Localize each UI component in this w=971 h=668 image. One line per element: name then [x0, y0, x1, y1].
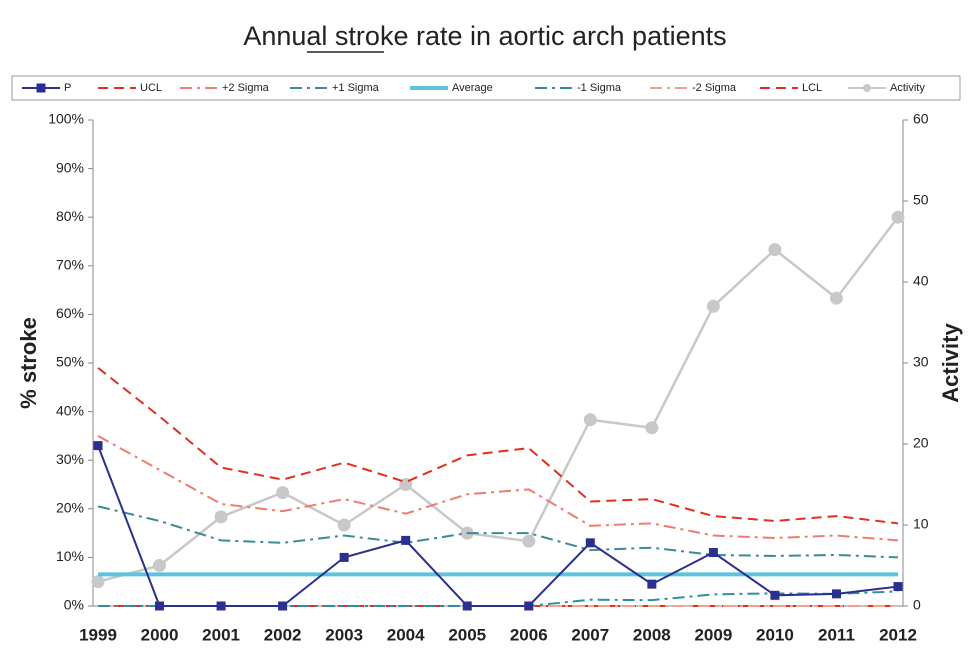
x-tick-label: 2003 — [325, 625, 363, 644]
y-tick-label: 40% — [56, 402, 84, 418]
x-tick-label: 2010 — [756, 625, 794, 644]
y-axis-label: % stroke — [16, 317, 41, 409]
x-tick-label: 2009 — [694, 625, 732, 644]
series-line — [97, 367, 899, 525]
point — [768, 243, 782, 257]
y2-axis-label: Activity — [938, 323, 963, 403]
point — [706, 299, 720, 313]
point — [770, 590, 780, 600]
y-tick-label: 20% — [56, 500, 84, 516]
y-tick-label: 70% — [56, 257, 84, 273]
legend-label: P — [64, 82, 71, 94]
legend-label: UCL — [140, 82, 162, 94]
y2-tick-label: 20 — [913, 435, 929, 451]
y-tick-label: 30% — [56, 451, 84, 467]
x-tick-label: 2006 — [510, 625, 548, 644]
point — [522, 534, 536, 548]
x-tick-label: 2005 — [448, 625, 486, 644]
point — [831, 589, 841, 599]
y2-tick-label: 60 — [913, 111, 929, 127]
point — [155, 601, 165, 611]
point — [893, 582, 903, 592]
x-tick-label: 2002 — [264, 625, 302, 644]
legend-label: -1 Sigma — [577, 82, 622, 94]
point — [216, 601, 226, 611]
legend-label: +2 Sigma — [222, 82, 270, 94]
point — [214, 510, 228, 524]
y-tick-label: 60% — [56, 305, 84, 321]
legend-label: Average — [452, 82, 493, 94]
y2-tick-label: 50 — [913, 192, 929, 208]
point — [337, 518, 351, 532]
legend-marker — [36, 83, 46, 93]
legend-label: LCL — [802, 82, 822, 94]
point — [647, 579, 657, 589]
x-tick-label: 2008 — [633, 625, 671, 644]
legend-marker — [863, 84, 871, 92]
legend-label: Activity — [890, 82, 925, 94]
point — [462, 601, 472, 611]
y2-tick-label: 0 — [913, 597, 921, 613]
point — [829, 291, 843, 305]
point — [708, 548, 718, 558]
x-tick-label: 2001 — [202, 625, 240, 644]
y2-tick-label: 10 — [913, 516, 929, 532]
x-tick-label: 2007 — [571, 625, 609, 644]
point — [645, 421, 659, 435]
series-line — [97, 216, 899, 583]
point — [278, 601, 288, 611]
point — [276, 486, 290, 500]
y2-tick-label: 30 — [913, 354, 929, 370]
legend-label: -2 Sigma — [692, 82, 737, 94]
y-tick-label: 10% — [56, 548, 84, 564]
y-tick-label: 0% — [64, 597, 84, 613]
x-tick-label: 1999 — [79, 625, 117, 644]
chart-title: Annual stroke rate in aortic arch patien… — [243, 21, 726, 51]
y-tick-label: 90% — [56, 159, 84, 175]
point — [91, 575, 105, 589]
y-tick-label: 100% — [48, 111, 84, 127]
x-tick-label: 2012 — [879, 625, 917, 644]
point — [583, 413, 597, 427]
series-line — [97, 435, 899, 542]
point — [339, 552, 349, 562]
legend-label: +1 Sigma — [332, 82, 380, 94]
point — [585, 538, 595, 548]
y2-tick-label: 40 — [913, 273, 929, 289]
y-tick-label: 50% — [56, 354, 84, 370]
point — [524, 601, 534, 611]
x-tick-label: 2000 — [141, 625, 179, 644]
x-tick-label: 2004 — [387, 625, 425, 644]
series-line — [97, 505, 899, 559]
point — [153, 559, 167, 572]
point — [93, 441, 103, 451]
x-tick-label: 2011 — [818, 625, 855, 644]
point — [401, 535, 411, 545]
point — [891, 210, 905, 224]
y-tick-label: 80% — [56, 208, 84, 224]
legend-box — [11, 75, 961, 101]
series-line — [97, 445, 899, 607]
